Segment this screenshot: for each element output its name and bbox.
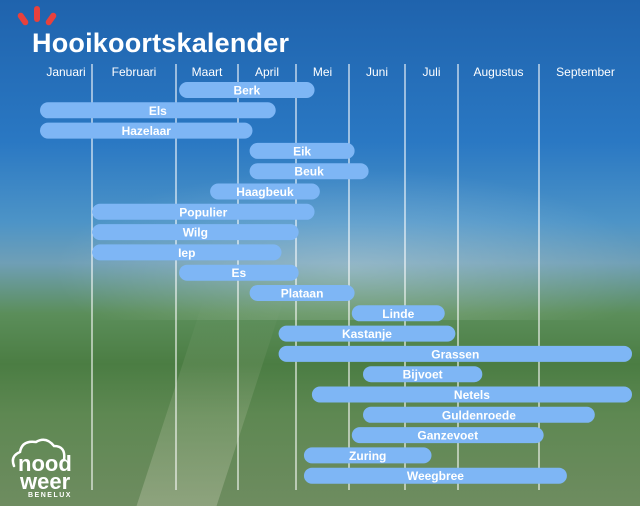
- sun-logo-icon: [17, 6, 57, 26]
- season-bar-rect: [363, 366, 483, 383]
- logo-text-benelux: BENELUX: [28, 492, 72, 499]
- season-bar-rect: [40, 122, 253, 139]
- season-bar-label: Plataan: [281, 287, 324, 301]
- month-label: Januari: [46, 65, 85, 79]
- season-bar-label: Bijvoet: [403, 368, 443, 382]
- season-bar-label: Es: [232, 266, 247, 280]
- season-bar-rect: [92, 203, 315, 220]
- logo-text-nood: nood: [18, 451, 72, 476]
- cloud-icon: [11, 438, 66, 468]
- season-bar-rect: [249, 142, 355, 159]
- season-bar: Linde: [351, 305, 445, 322]
- season-bar-label: Wilg: [183, 226, 208, 240]
- season-bar: Plataan: [249, 285, 355, 301]
- season-bar: Zuring: [303, 447, 432, 464]
- season-bar: Eik: [249, 142, 355, 159]
- season-bar-label: Kastanje: [342, 327, 392, 341]
- month-label: Mei: [313, 65, 332, 79]
- season-bar: Guldenroede: [363, 406, 595, 423]
- season-bar-label: Grassen: [431, 347, 479, 361]
- season-bar-label: Netels: [454, 388, 490, 402]
- season-bar: Populier: [92, 203, 315, 220]
- season-bar: Ganzevoet: [351, 427, 544, 444]
- season-bar-label: Guldenroede: [442, 408, 516, 422]
- season-bar-label: Berk: [233, 84, 260, 98]
- month-label: April: [255, 65, 279, 79]
- season-bar: Els: [40, 102, 276, 119]
- season-bar-rect: [179, 264, 299, 281]
- noodweer-benelux-logo: nood weer BENELUX: [6, 436, 86, 504]
- season-bar-rect: [303, 467, 567, 484]
- season-bar-rect: [351, 305, 445, 322]
- season-bar: Beuk: [249, 163, 369, 180]
- month-label: Juli: [422, 65, 440, 79]
- page-title: Hooikoortskalender: [32, 28, 290, 58]
- season-bar: Kastanje: [278, 325, 456, 342]
- logo-text-weer: weer: [20, 469, 71, 494]
- season-bar: Iep: [92, 244, 282, 261]
- season-bar-label: Els: [149, 104, 167, 118]
- season-bar: Haagbeuk: [210, 183, 320, 200]
- season-bar-label: Hazelaar: [122, 124, 172, 138]
- month-label: Juni: [366, 65, 388, 79]
- month-label: Maart: [192, 65, 223, 79]
- season-bar-rect: [40, 102, 276, 119]
- month-label: Februari: [112, 65, 157, 79]
- season-bar-label: Zuring: [349, 449, 386, 463]
- season-bar-rect: [278, 345, 632, 362]
- season-bar-rect: [92, 244, 282, 261]
- season-bar-label: Linde: [382, 307, 414, 321]
- season-bar-label: Populier: [179, 205, 227, 219]
- season-bar-label: Eik: [293, 144, 311, 158]
- season-bar-rect: [303, 447, 432, 464]
- season-bar-rect: [179, 82, 315, 98]
- season-bar-label: Iep: [178, 246, 195, 260]
- season-bar-label: Haagbeuk: [236, 185, 294, 199]
- season-bar: Hazelaar: [40, 122, 253, 139]
- season-bar-rect: [249, 163, 369, 180]
- season-bar: Wilg: [92, 224, 299, 241]
- season-bar-label: Weegbree: [407, 469, 464, 483]
- season-bar-rect: [311, 386, 632, 403]
- season-bar-label: Ganzevoet: [417, 429, 478, 443]
- season-bar-rect: [92, 224, 299, 241]
- season-bar-rect: [278, 325, 456, 342]
- season-bar-rect: [249, 285, 355, 301]
- season-bar-rect: [363, 406, 595, 423]
- month-label: Augustus: [473, 65, 523, 79]
- season-bar-rect: [351, 427, 544, 444]
- season-bar-rect: [210, 183, 320, 200]
- season-bar: Netels: [311, 386, 632, 403]
- season-bar: Weegbree: [303, 467, 567, 484]
- season-bar: Bijvoet: [363, 366, 483, 383]
- season-bar: Grassen: [278, 345, 632, 362]
- season-bar-label: Beuk: [294, 165, 324, 179]
- month-label: September: [556, 65, 615, 79]
- season-bar: Es: [179, 264, 299, 281]
- season-bar: Berk: [179, 82, 315, 98]
